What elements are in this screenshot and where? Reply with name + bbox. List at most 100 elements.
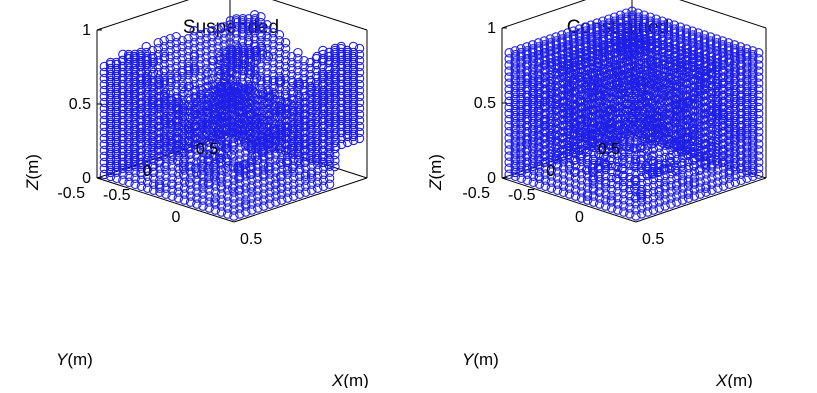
particle-point: [330, 155, 340, 166]
particle-point: [142, 75, 153, 86]
particle-point: [294, 79, 305, 90]
particle-point: [238, 24, 248, 34]
x-axis-label: X(m): [715, 371, 753, 388]
particle-point: [136, 51, 146, 62]
particle-point: [312, 51, 322, 62]
particle-point: [141, 41, 152, 52]
particle-point: [229, 115, 239, 125]
particle-point: [250, 24, 260, 34]
particle-point: [257, 87, 268, 98]
particle-point: [241, 87, 251, 97]
y-axis-label: Y(m): [56, 350, 93, 369]
particle-point: [269, 83, 279, 94]
subplot-suspended: Suspended 00.51-0.500.5-0.500.5 Z(m) Y(m…: [23, 0, 369, 390]
particle-point: [324, 55, 335, 66]
particle-point: [318, 73, 329, 84]
particle-point: [207, 26, 217, 36]
particle-point: [229, 145, 239, 155]
x-tick-label: -0.5: [103, 187, 131, 204]
y-axis-label: Y(m): [462, 350, 499, 369]
particle-point: [215, 69, 226, 80]
particle-point: [229, 211, 239, 221]
particle-point: [235, 89, 245, 99]
particle-point: [280, 37, 291, 48]
particle-point: [342, 47, 353, 58]
particle-point: [221, 67, 231, 78]
particle-point: [240, 83, 251, 93]
particle-point: [227, 55, 237, 66]
particle-point: [280, 43, 291, 54]
particle-point: [274, 35, 285, 46]
particle-point: [229, 97, 239, 107]
particle-point: [229, 181, 239, 191]
axis-box-edge: [96, 0, 190, 31]
particle-point: [228, 81, 239, 91]
particle-point: [336, 55, 347, 66]
particle-point: [330, 63, 341, 74]
particle-point: [251, 55, 262, 66]
y-tick-label: -0.5: [57, 185, 85, 202]
particle-point: [312, 81, 323, 92]
particle-point: [226, 65, 237, 76]
tick-labels: 00.51-0.500.5-0.500.5: [57, 22, 262, 248]
particle-point: [142, 59, 153, 70]
particle-point: [130, 53, 140, 64]
particle-point: [155, 85, 165, 96]
particle-point: [229, 205, 239, 215]
particle-point: [229, 91, 239, 101]
z-tick-label: 0: [82, 170, 91, 187]
particle-point: [282, 97, 293, 107]
particle-point: [239, 59, 250, 70]
particle-point: [245, 57, 256, 68]
particle-point: [166, 77, 176, 88]
particle-point: [294, 93, 305, 104]
particle-point: [274, 30, 285, 40]
particle-point: [318, 79, 329, 90]
particle-point: [221, 71, 232, 82]
particle-point: [213, 24, 223, 34]
x-tick-label: 0.5: [240, 231, 262, 248]
z-tick-label: 1: [82, 22, 91, 39]
axis-box-edge: [271, 0, 368, 31]
particle-point: [336, 41, 346, 52]
particle-point: [178, 81, 188, 92]
axis-box-edge: [679, 0, 767, 29]
particle-point: [256, 12, 266, 22]
particle-point: [118, 49, 128, 60]
particle-point: [249, 10, 260, 20]
particle-point: [238, 14, 248, 24]
particle-point: [251, 45, 262, 56]
particle-point: [229, 175, 239, 185]
particle-point: [233, 43, 243, 54]
particle-point: [330, 161, 340, 172]
particle-point: [265, 91, 275, 101]
particle-point: [280, 49, 291, 60]
x-tick-label: 0.5: [642, 231, 664, 248]
particle-point: [189, 51, 200, 62]
particle-point: [318, 49, 328, 60]
particle-point: [179, 87, 189, 98]
particle-cloud: [99, 10, 365, 221]
particle-point: [251, 51, 262, 62]
particle-point: [244, 25, 254, 36]
y-tick-label: 0.5: [598, 141, 620, 158]
particle-point: [136, 67, 147, 78]
particle-point: [201, 28, 211, 38]
particle-point: [324, 71, 335, 82]
particle-cloud: [504, 6, 764, 221]
particle-point: [219, 22, 229, 32]
particle-point: [189, 32, 199, 42]
particle-point: [159, 51, 170, 62]
x-axis-label: X(m): [331, 371, 369, 388]
particle-point: [246, 81, 257, 91]
particle-point: [306, 89, 317, 100]
particle-point: [148, 77, 159, 88]
particle-point: [222, 89, 233, 99]
axis-box-edge: [233, 177, 368, 223]
z-tick-label: 1: [487, 20, 496, 37]
particle-point: [239, 45, 249, 56]
particle-point: [171, 31, 181, 42]
particle-point: [324, 65, 335, 76]
